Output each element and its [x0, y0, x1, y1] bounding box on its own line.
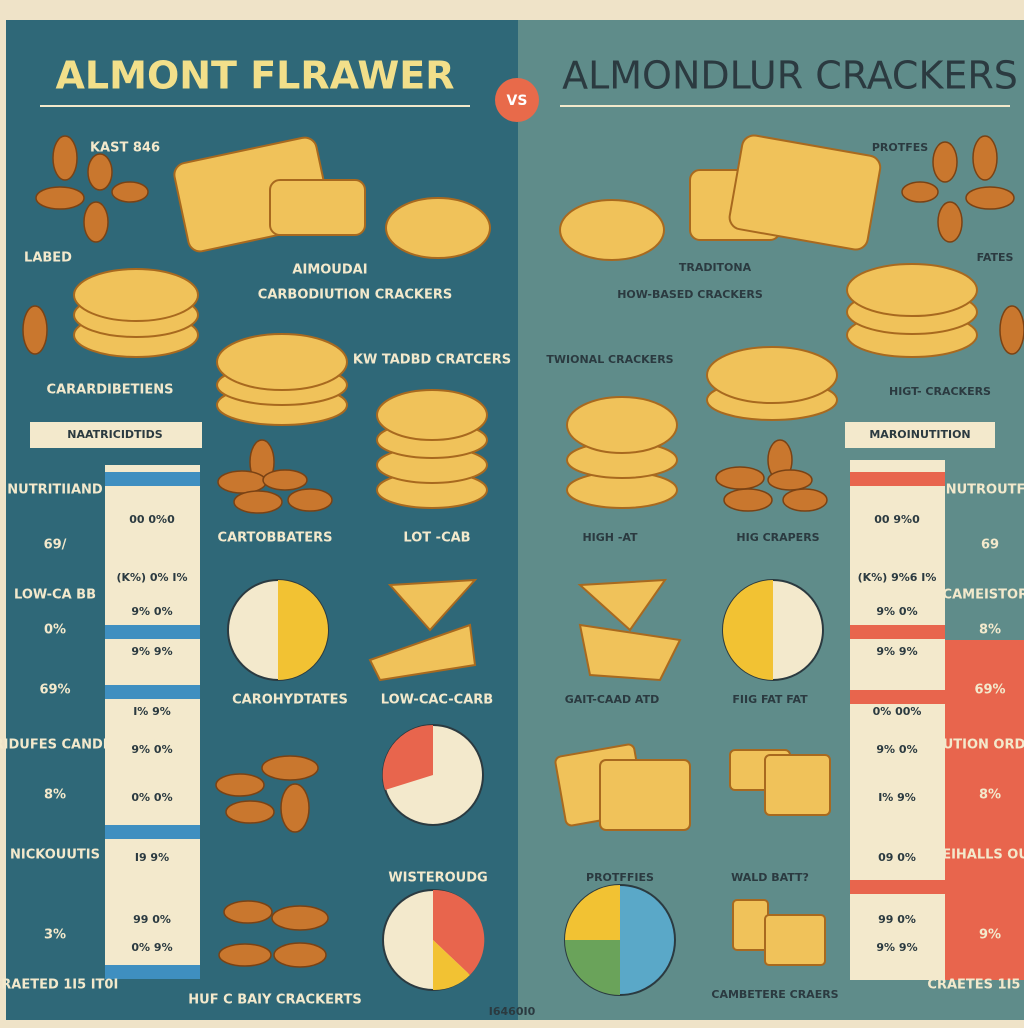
left-tag — [30, 422, 202, 448]
right-table-cell: 9% 0% — [876, 605, 917, 618]
right-side-label: 8% — [979, 788, 1001, 803]
table-stripes — [105, 472, 945, 979]
right-table-cell: 09 0% — [878, 851, 916, 864]
left-label: LABED — [24, 251, 72, 266]
left-side-label: NICKOUUTIS — [10, 848, 100, 863]
left-label: LOW-CAC-CARB — [381, 693, 493, 708]
left-label: HUF C BAIY CRACKERTS — [188, 993, 361, 1008]
right-side-label: CAMEISTORS — [943, 588, 1024, 603]
left-label: KAST 846 — [90, 141, 160, 156]
vs-label: VS — [507, 93, 528, 109]
left-label: CARTOBBATERS — [218, 531, 333, 546]
crackers — [73, 134, 978, 966]
right-table — [850, 460, 945, 980]
left-table-cell: 99 0% — [133, 913, 171, 926]
right-label: TRADITONA — [679, 261, 752, 274]
left-table-cell: 9% 0% — [131, 743, 172, 756]
right-table-cell: 99 0% — [878, 913, 916, 926]
left-table-cell: 00 0%0 — [129, 513, 175, 526]
footer: I6460I0 — [489, 1005, 536, 1018]
almonds — [22, 135, 1024, 968]
left-label: CAROHYDTATES — [232, 693, 348, 708]
right-table-cell: 9% 9% — [876, 645, 917, 658]
left-label: NAATRICIDTIDS — [67, 428, 162, 441]
left-side-label: 8% — [44, 788, 66, 803]
left-table-cell: 0% 0% — [131, 791, 172, 804]
right-side-label: NUTROUTFE — [946, 483, 1024, 498]
left-table-cell: I9 9% — [135, 851, 169, 864]
right-label: FATES — [977, 251, 1014, 264]
right-band — [945, 640, 1024, 980]
left-side-label: 0% — [44, 623, 66, 638]
left-side-label: 69/ — [44, 538, 67, 553]
right-label: PROTFES — [872, 141, 928, 154]
right-label: TWIONAL CRACKERS — [546, 353, 673, 366]
right-label: GAIT-CAAD ATD — [565, 693, 659, 706]
right-side-label: EIHALLS OUF — [942, 848, 1024, 863]
left-table-cell: 9% 0% — [131, 605, 172, 618]
right-label: HOW-BASED CRACKERS — [617, 288, 763, 301]
left-table-cell: 0% 9% — [131, 941, 172, 954]
right-tag — [845, 422, 995, 448]
right-label: FIIG FAT FAT — [732, 693, 808, 706]
left-side-label: 3% — [44, 928, 66, 943]
left-table — [105, 465, 200, 975]
right-table-cell: I% 9% — [878, 791, 916, 804]
left-label: AIMOUDAI — [292, 263, 367, 278]
right-label: PROTFFIES — [586, 871, 654, 884]
left-side-label: NUTTRIDUFES CANDEITORS — [0, 738, 156, 753]
right-title: ALMONDLUR CRACKERS — [562, 54, 1018, 98]
left-table-cell: I% 9% — [133, 705, 171, 718]
right-side-label: 9% — [979, 928, 1001, 943]
right-label: MAROINUTITION — [869, 428, 970, 441]
left-side-label: CRAETED 1I5 IT0I — [0, 978, 118, 993]
pies — [227, 579, 824, 996]
right-label: WALD BATT? — [731, 871, 809, 884]
right-side-label: AUTIDUTION ORDIESTIUS — [898, 738, 1024, 753]
right-label: HIGH -AT — [582, 531, 638, 544]
right-label: HIG CRAPERS — [736, 531, 819, 544]
left-label: CARARDIBETIENS — [47, 383, 174, 398]
left-label: LOT -CAB — [403, 531, 470, 546]
left-side-label: LOW-CA BB — [14, 588, 96, 603]
right-side-label: CRAETES 1I5 IT0I — [927, 978, 1024, 993]
left-label: WISTEROUDG — [388, 871, 487, 886]
left-title: ALMONT FLRAWER — [56, 54, 455, 98]
right-side-label: 8% — [979, 623, 1001, 638]
right-side-label: 69% — [974, 683, 1005, 698]
left-table-cell: 9% 9% — [131, 645, 172, 658]
left-table-cell: (K%) 0% I% — [116, 571, 187, 584]
right-table-cell: 0% 00% — [873, 705, 922, 718]
right-label: HIGT- CRACKERS — [889, 385, 991, 398]
right-table-cell: 9% 9% — [876, 941, 917, 954]
right-table-cell: 9% 0% — [876, 743, 917, 756]
right-table-cell: (K%) 9%6 I% — [858, 571, 937, 584]
left-label: CARBODIUTION CRACKERS — [258, 288, 452, 303]
right-label: CAMBETERE CRAERS — [711, 988, 838, 1001]
right-side-label: 69 — [981, 538, 999, 553]
right-table-cell: 00 9%0 — [874, 513, 920, 526]
vs-badge — [495, 78, 539, 122]
left-label: KW TADBD CRATCERS — [353, 353, 511, 368]
left-side-label: 69% — [39, 683, 70, 698]
left-side-label: NUTRITIIAND — [7, 483, 103, 498]
